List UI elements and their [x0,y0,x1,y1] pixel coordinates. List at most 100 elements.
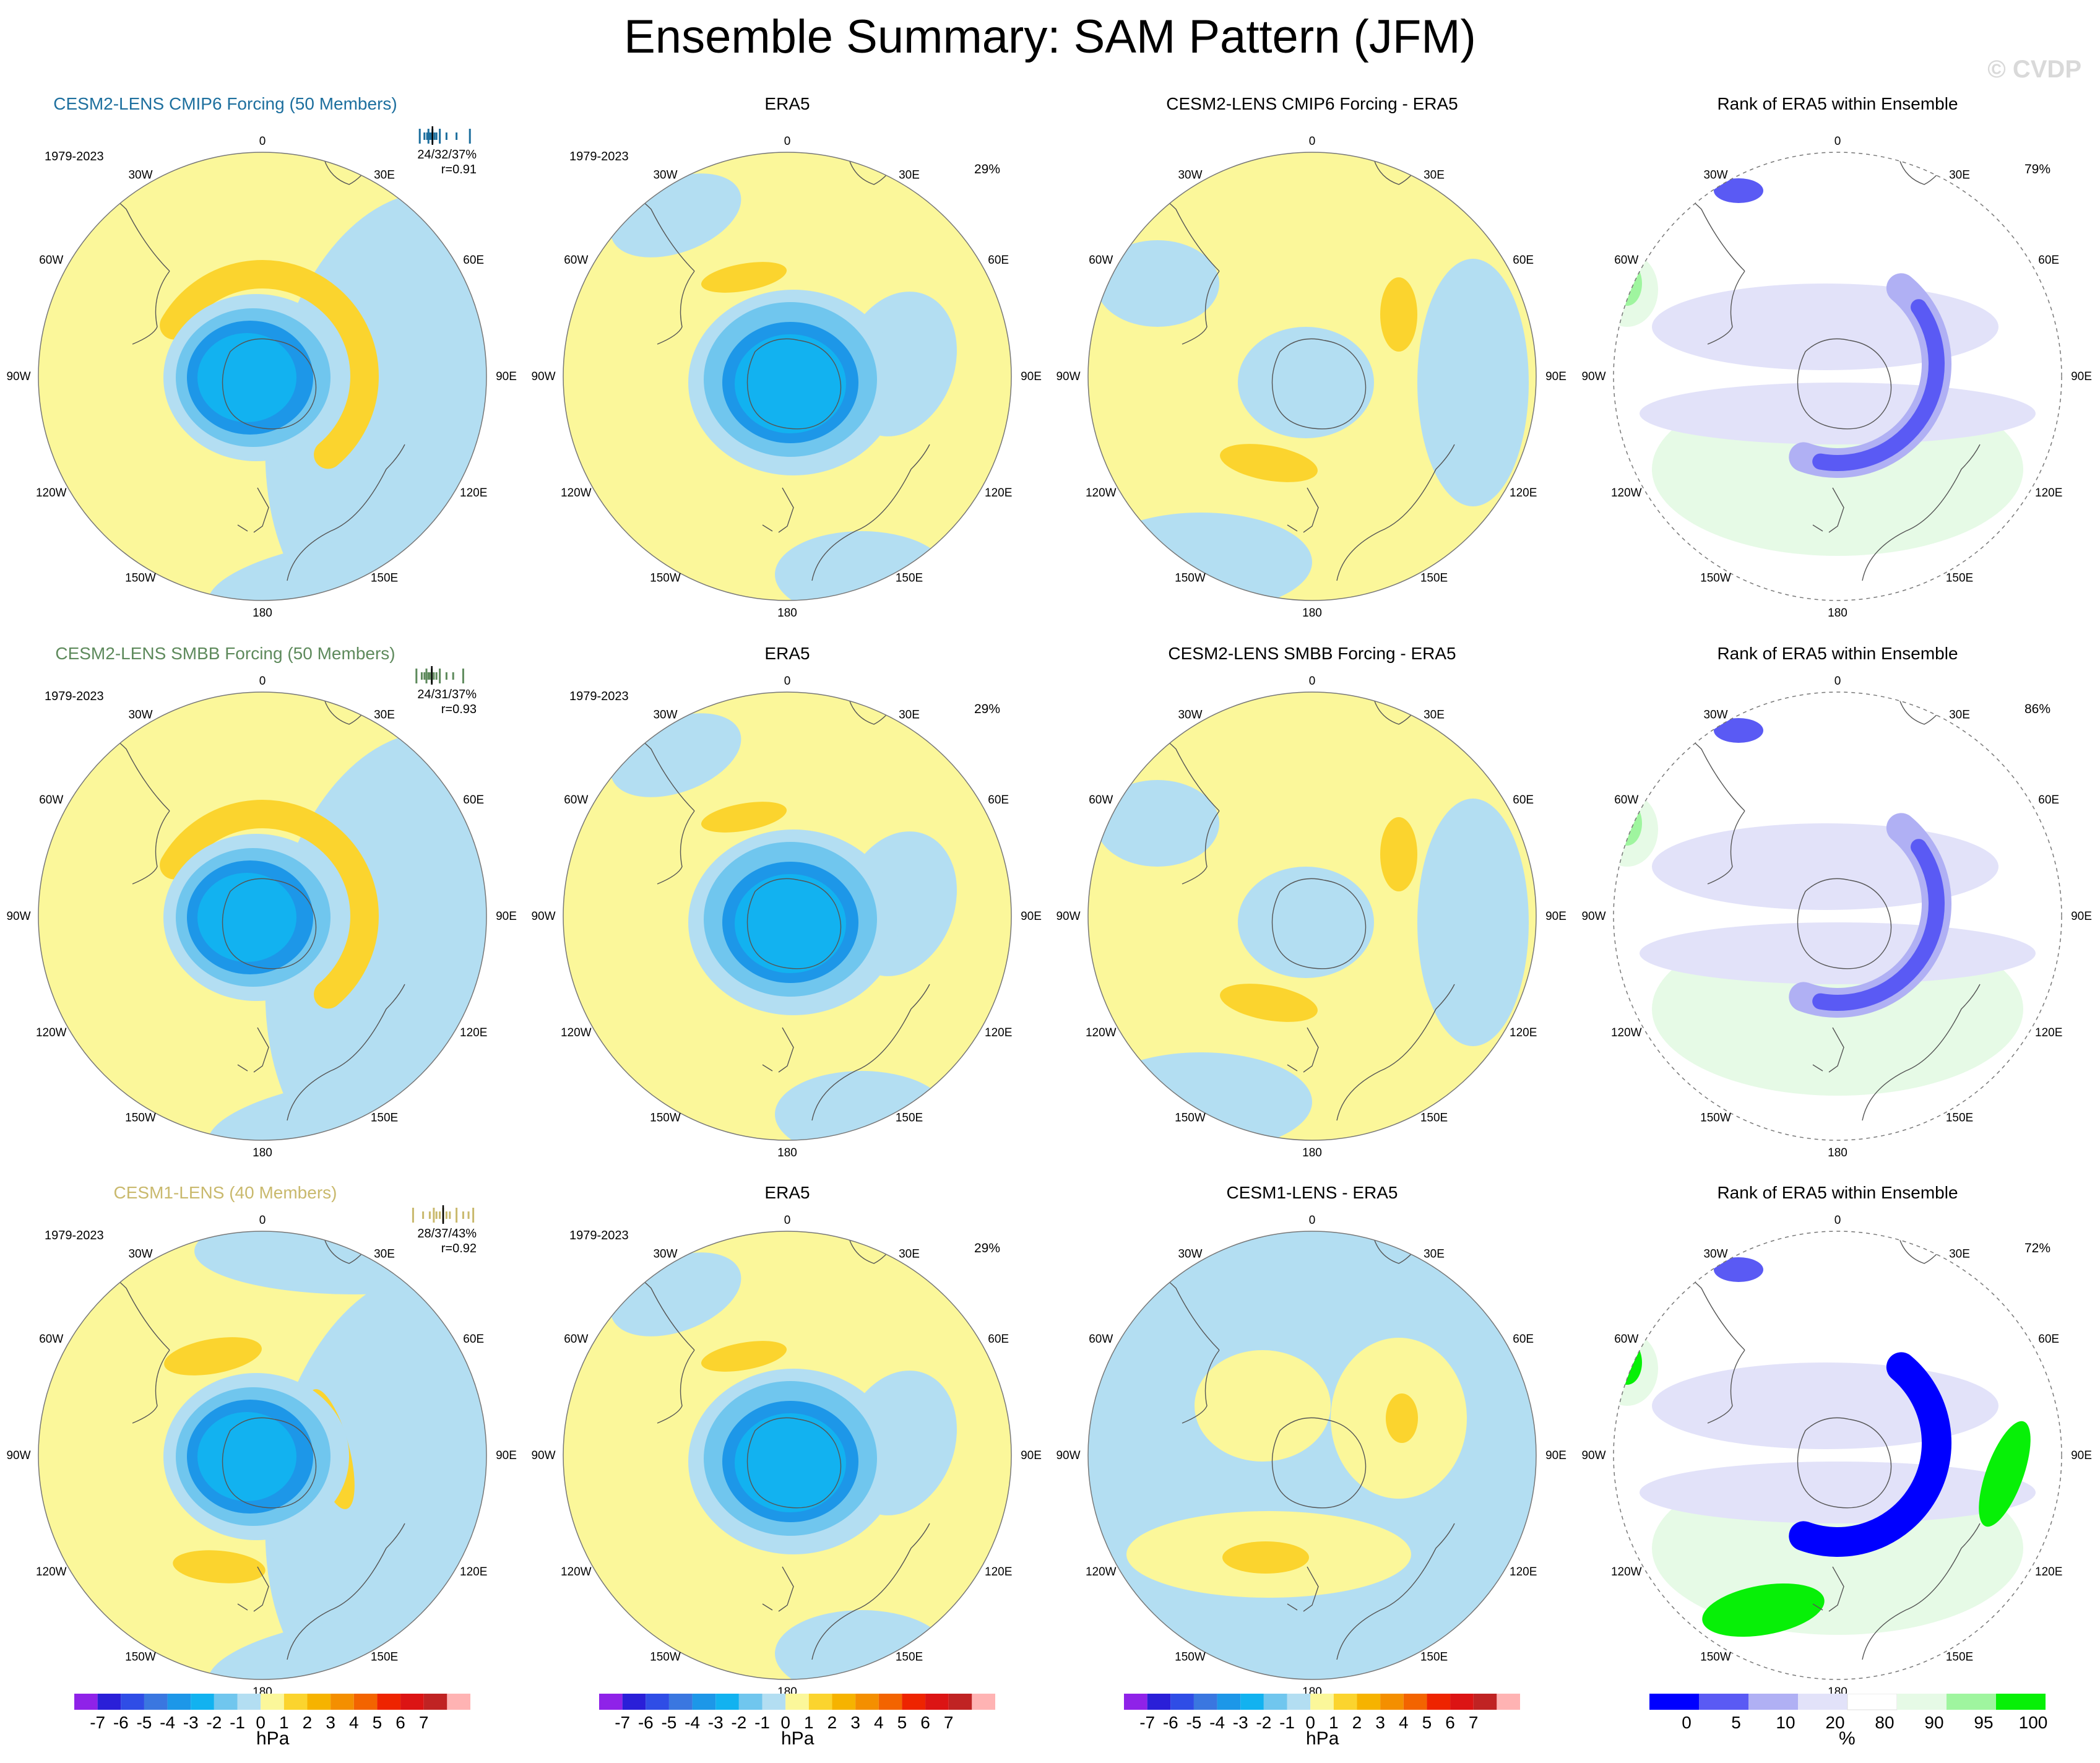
variance-range: 24/32/37% [417,148,477,162]
longitude-label: 30W [1703,168,1727,181]
longitude-label: 120E [460,1566,487,1579]
antarctica-coastline [746,878,842,969]
colorbar-swatch [1649,1694,1699,1710]
period-label: 1979-2023 [45,150,104,163]
colorbar-swatch [1263,1694,1287,1710]
panel-rank-row-3: Rank of ERA5 within Ensemble 0 180 30W 30E 60… [1575,1172,2100,1710]
blue-region-west [1095,780,1219,867]
colorbar-unit: hPa [781,1728,815,1749]
longitude-label: 60E [2038,1333,2059,1346]
colorbar-swatch [1947,1694,1996,1710]
colorbar-tick-label: 3 [326,1713,335,1732]
panel-diff-row-2: CESM2-LENS SMBB Forcing - ERA5 0 180 30W 30E… [1050,633,1575,1171]
longitude-label: 150E [896,1112,923,1125]
longitude-label: 30E [1949,708,1970,721]
longitude-label: 0 [259,135,266,148]
colorbar-tick-label: -3 [1233,1713,1248,1732]
positive-lobe-1 [1380,817,1417,891]
colorbar-swatch [622,1694,646,1710]
rank-low-patch-north [1714,178,1763,203]
colorbar-swatch [167,1694,191,1710]
colorbar-unit: % [1839,1728,1856,1749]
longitude-label: 150W [650,572,681,585]
longitude-label: 120E [2035,1566,2062,1579]
rank-colorbar: 0 5 10 20 80 90 95 100% [1643,1693,2052,1749]
rank-20-ring [1640,922,2036,984]
colorbar-swatch [1497,1694,1520,1710]
colorbar-tick-label: -2 [206,1713,222,1732]
variance-range: 28/37/43% [417,1227,477,1241]
new-zealand-coastline [1812,487,1844,533]
positive-lobe [701,1341,787,1372]
colorbar-swatches: 0 5 10 20 80 90 95 100 [1649,1693,2047,1732]
panel-title: Rank of ERA5 within Ensemble [1717,1183,1958,1202]
colorbar-swatch [1897,1694,1947,1710]
longitude-label: 90E [1021,910,1042,923]
positive-lobe-2 [1220,984,1318,1022]
hpa-colorbar: -7 -6 -5 -4 -3 -2 -1 0 1 2 3 4 5 6 7 hPa [68,1694,477,1749]
colorbar-tick-label: -3 [183,1713,199,1732]
map-boundary [1613,1231,2062,1680]
longitude-label: 0 [1834,1214,1841,1227]
longitude-label: 120E [1510,1026,1537,1039]
longitude-label: 30E [1424,168,1445,181]
colorbar-swatch [1847,1693,1898,1710]
longitude-label: 60E [988,1333,1009,1346]
antarctica-coastline [1271,1417,1367,1509]
colorbar-tick-label: -6 [113,1713,129,1732]
colorbar-tick-label: 3 [850,1713,860,1732]
panel-title: CESM1-LENS - ERA5 [1226,1183,1398,1202]
colorbar-tick-label: 0 [780,1713,790,1732]
colorbar-swatch [738,1694,763,1710]
colorbar-swatch [121,1694,144,1710]
core-level-3 [735,874,846,973]
longitude-label: 180 [1828,1146,1847,1159]
panel-title: CESM2-LENS SMBB Forcing - ERA5 [1168,644,1456,663]
antarctica-coastline [746,338,842,430]
colorbar-tick-label: 2 [303,1713,313,1732]
colorbar-tick-label: -5 [661,1713,676,1732]
panel-title: CESM2-LENS SMBB Forcing (50 Members) [55,644,395,663]
longitude-label: 60E [463,1333,484,1346]
map-boundary [1613,691,2062,1141]
longitude-label: 120W [36,1026,67,1039]
variance-stats: 24/31/37% r=0.93 [347,687,477,717]
longitude-label: 120E [985,487,1012,500]
percent-variance: 86% [2024,702,2051,716]
map-boundary [38,1231,487,1680]
colorbar-tick-label: -1 [1279,1713,1295,1732]
longitude-label: 30W [128,168,152,181]
longitude-label: 60W [1614,1333,1638,1346]
longitude-label: 90W [1581,370,1605,383]
longitude-label: 90W [531,370,555,383]
rank-20-ring [1640,1462,2036,1523]
longitude-label: 30W [1178,708,1202,721]
longitude-label: 120W [36,487,67,500]
blue-region-center [1238,327,1374,438]
colorbar-tick-label: -3 [708,1713,724,1732]
colorbar-swatch [74,1694,98,1710]
longitude-label: 180 [1302,1146,1322,1159]
map-boundary [563,691,1012,1141]
antarctica-coastline [222,338,317,430]
longitude-label: 120E [460,487,487,500]
longitude-label: 60E [2038,254,2059,267]
longitude-label: 180 [1302,607,1322,620]
longitude-label: 90E [496,1449,517,1462]
new-zealand-coastline [1287,1027,1319,1073]
positive-lobe-2 [1222,1541,1309,1574]
longitude-label: 60W [564,254,588,267]
longitude-label: 60W [564,794,588,807]
longitude-label: 150W [1700,572,1731,585]
panel-title: CESM2-LENS CMIP6 Forcing - ERA5 [1166,94,1458,113]
colorbar-swatch [1124,1694,1147,1710]
longitude-label: 30W [128,1247,152,1260]
colorbar-tick-label: 6 [920,1713,930,1732]
colorbar-tick-label: 90 [1924,1713,1943,1732]
colorbar-tick-label: 7 [419,1713,429,1732]
longitude-label: 30W [1703,708,1727,721]
map-boundary [1087,152,1537,601]
colorbar-swatch [283,1694,308,1710]
